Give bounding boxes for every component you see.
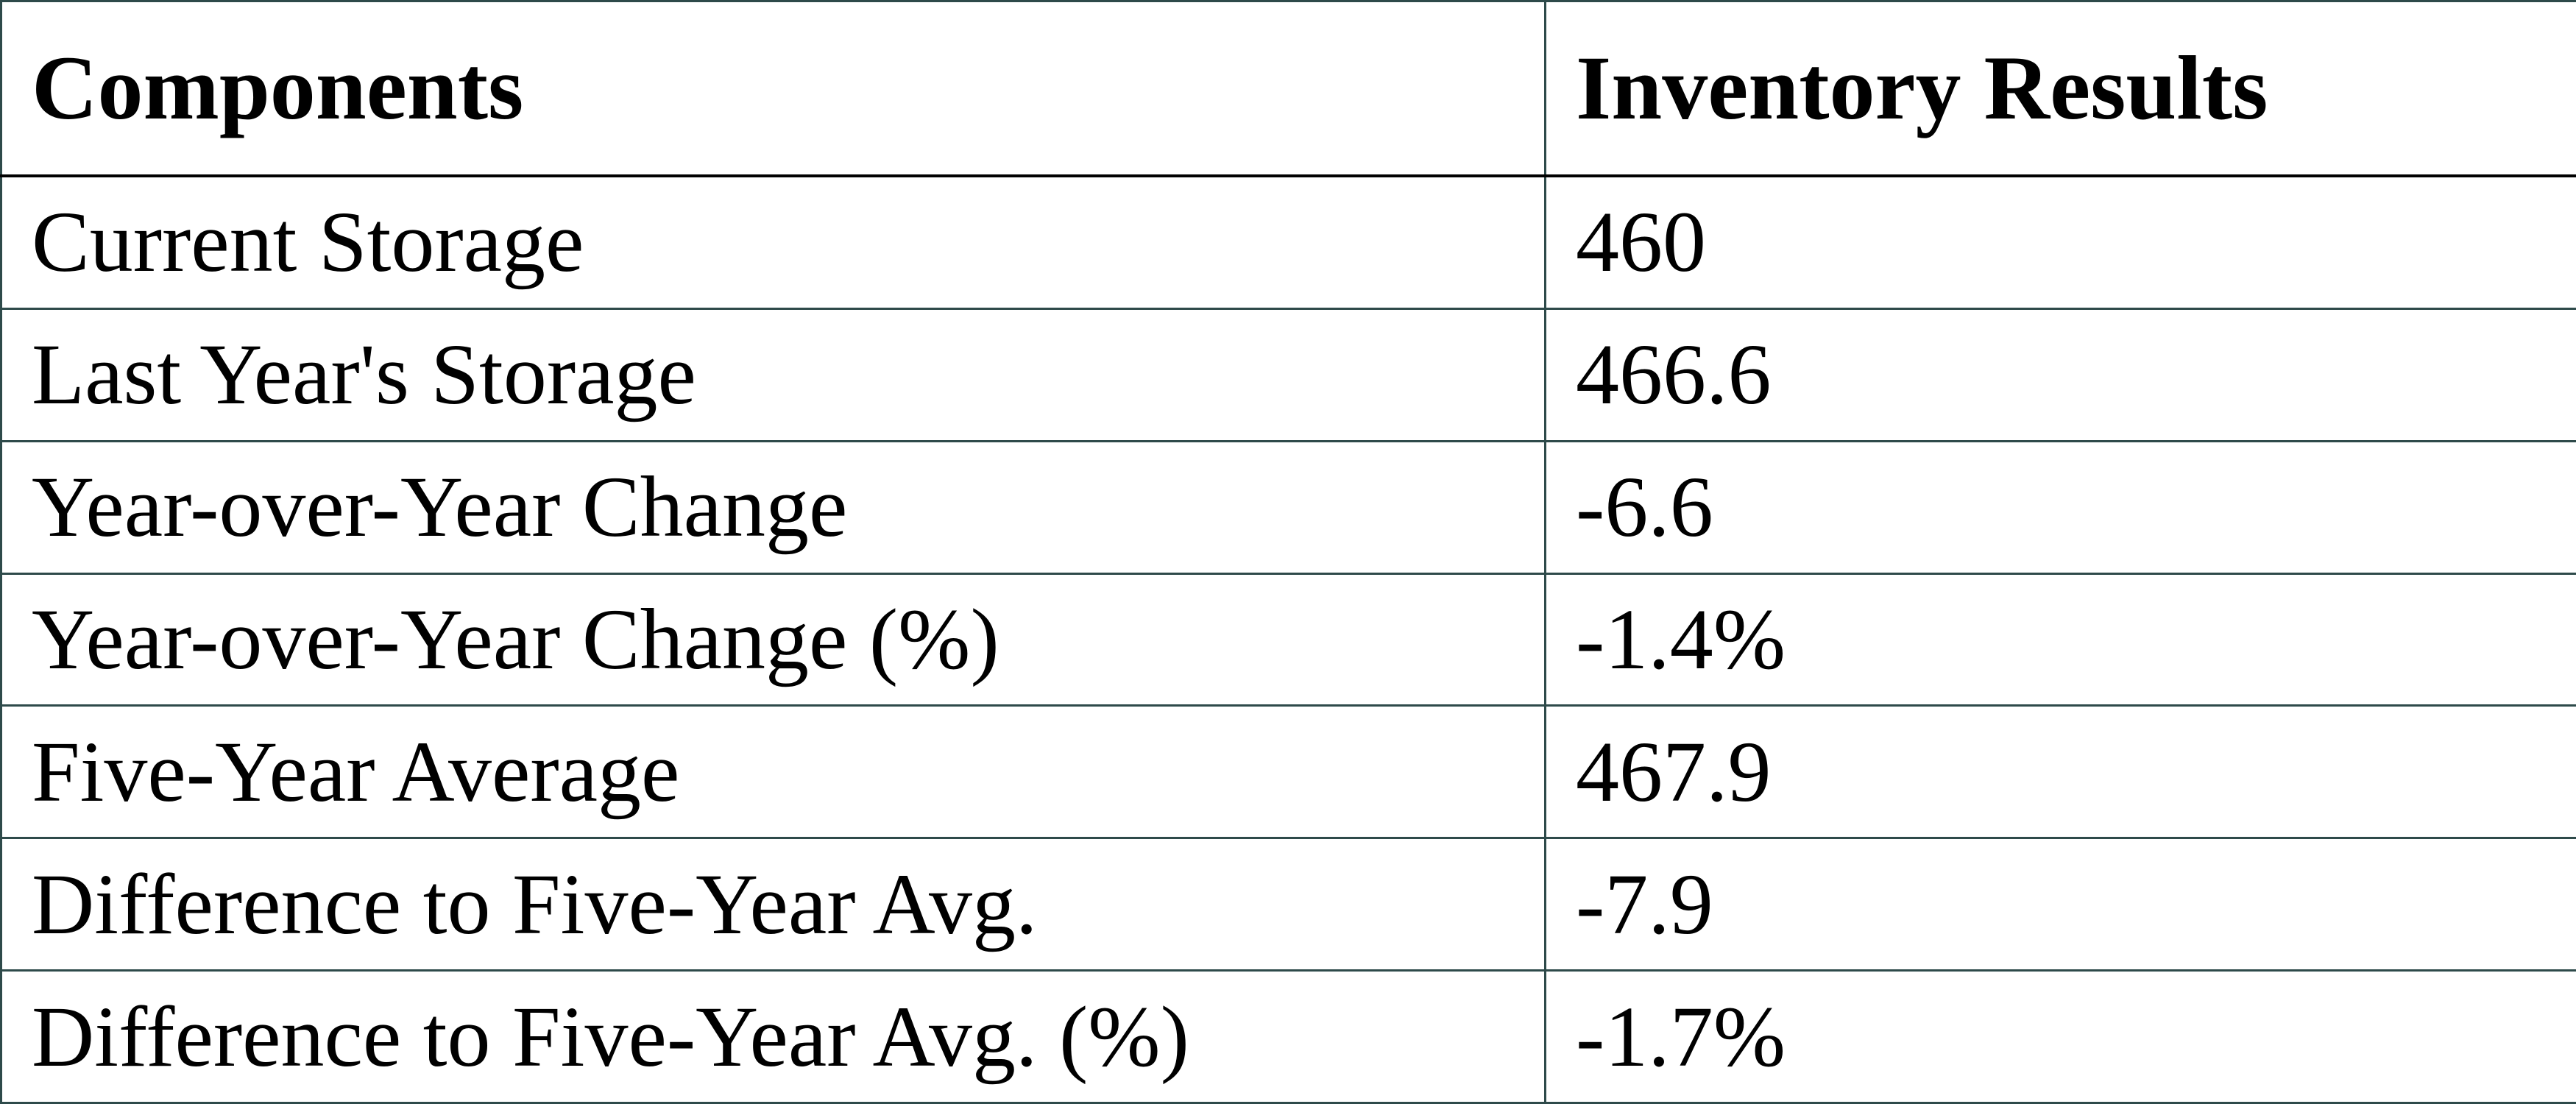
header-cell: Components bbox=[0, 0, 1546, 177]
result-cell: -6.6 bbox=[1544, 439, 2576, 575]
table-row: Year-over-Year Change (%) -1.4% bbox=[0, 572, 2576, 707]
table-body: Current Storage 460 Last Year's Storage 466… bbox=[0, 174, 2576, 1104]
result-cell: 467.9 bbox=[1544, 704, 2576, 840]
header-row: Components Inventory Results bbox=[0, 0, 2576, 177]
table-head: Components Inventory Results bbox=[0, 0, 2576, 177]
component-cell: Difference to Five-Year Avg. bbox=[0, 837, 1546, 972]
table-row: Difference to Five-Year Avg. -7.9 bbox=[0, 837, 2576, 972]
result-cell: -1.7% bbox=[1544, 969, 2576, 1104]
header-cell: Inventory Results bbox=[1544, 0, 2576, 177]
component-cell: Year-over-Year Change (%) bbox=[0, 572, 1546, 707]
table-row: Current Storage 460 bbox=[0, 174, 2576, 310]
result-cell: 466.6 bbox=[1544, 307, 2576, 442]
result-cell: -7.9 bbox=[1544, 837, 2576, 972]
table-row: Difference to Five-Year Avg. (%) -1.7% bbox=[0, 969, 2576, 1104]
table-row: Year-over-Year Change -6.6 bbox=[0, 439, 2576, 575]
table-row: Last Year's Storage 466.6 bbox=[0, 307, 2576, 442]
component-cell: Five-Year Average bbox=[0, 704, 1546, 840]
component-cell: Last Year's Storage bbox=[0, 307, 1546, 442]
component-cell: Difference to Five-Year Avg. (%) bbox=[0, 969, 1546, 1104]
component-cell: Year-over-Year Change bbox=[0, 439, 1546, 575]
result-cell: 460 bbox=[1544, 174, 2576, 310]
component-cell: Current Storage bbox=[0, 174, 1546, 310]
result-cell: -1.4% bbox=[1544, 572, 2576, 707]
table-row: Five-Year Average 467.9 bbox=[0, 704, 2576, 840]
